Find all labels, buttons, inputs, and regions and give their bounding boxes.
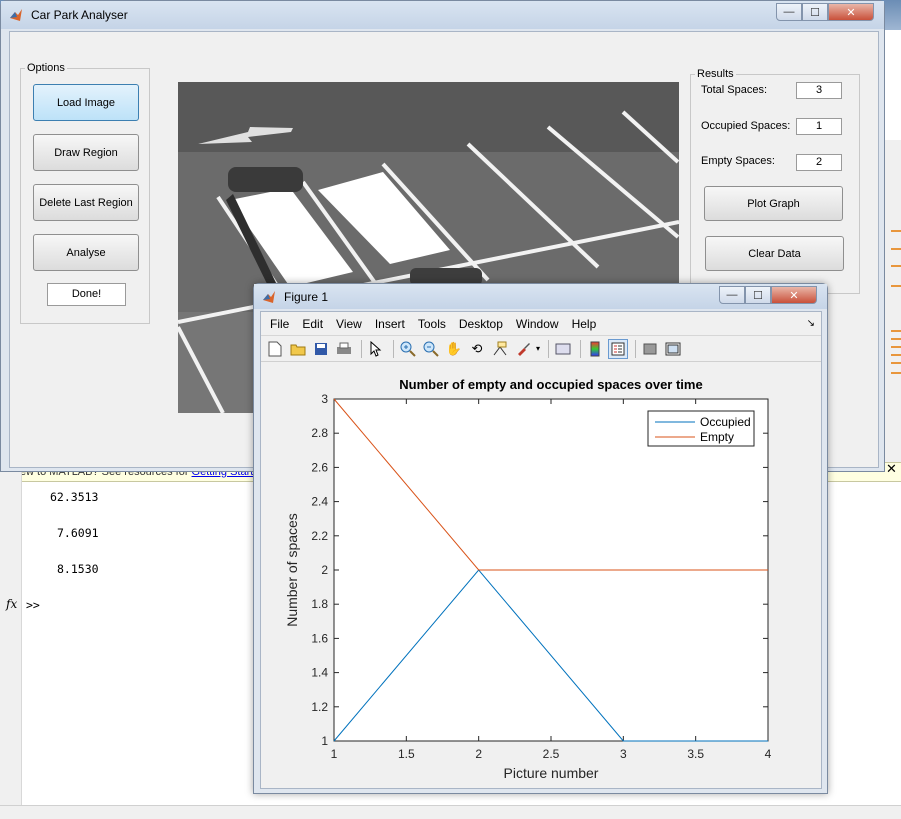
- empty-spaces-label: Empty Spaces:: [701, 155, 775, 167]
- rotate-icon[interactable]: ⟲: [471, 340, 483, 356]
- figure-minimize-button[interactable]: —: [719, 286, 745, 304]
- minimize-button[interactable]: —: [776, 3, 802, 21]
- pan-icon[interactable]: ✋: [445, 340, 463, 356]
- occupied-spaces-label: Occupied Spaces:: [701, 120, 791, 132]
- close-button[interactable]: ✕: [828, 3, 874, 21]
- pointer-icon[interactable]: [366, 339, 386, 359]
- menu-insert[interactable]: Insert: [374, 316, 405, 331]
- plot-graph-button[interactable]: Plot Graph: [704, 186, 843, 221]
- menu-desktop[interactable]: Desktop: [458, 316, 503, 331]
- analyse-button[interactable]: Analyse: [33, 234, 139, 271]
- colorbar-icon[interactable]: [585, 339, 605, 359]
- y-tick-label: 2: [321, 563, 328, 577]
- occupied-spaces-field: 1: [796, 118, 842, 135]
- menu-tools[interactable]: Tools: [417, 316, 446, 331]
- maximize-button[interactable]: ☐: [802, 3, 828, 21]
- hide-plot-tools-icon[interactable]: [640, 339, 660, 359]
- series-line-occupied: [333, 569, 768, 742]
- matlab-logo-icon: [10, 9, 22, 21]
- y-axis-label: Number of spaces: [284, 513, 300, 627]
- chart-title: Number of empty and occupied spaces over…: [399, 377, 702, 392]
- output-value: 62.3513: [50, 490, 99, 504]
- draw-region-button[interactable]: Draw Region: [33, 134, 139, 171]
- x-axis-label: Picture number: [504, 765, 599, 781]
- print-icon[interactable]: [334, 339, 354, 359]
- legend-icon[interactable]: [608, 338, 629, 359]
- y-tick-label: 1.8: [311, 597, 328, 611]
- results-legend: Results: [697, 68, 734, 80]
- new-figure-icon[interactable]: [265, 339, 285, 359]
- output-value: 7.6091: [57, 526, 99, 540]
- y-tick-label: 1.2: [311, 700, 328, 714]
- status-bar: [0, 805, 901, 819]
- load-image-button[interactable]: Load Image: [33, 84, 139, 121]
- zoom-out-icon[interactable]: [421, 339, 441, 359]
- y-tick-label: 1: [321, 734, 328, 748]
- x-tick-label: 3.5: [687, 747, 704, 761]
- function-browser-icon[interactable]: fx: [6, 597, 18, 611]
- figure-toolbar: ✋ ⟲ ▾: [261, 336, 821, 362]
- brush-dropdown-icon[interactable]: ▾: [536, 344, 541, 353]
- y-tick-label: 2.8: [311, 426, 328, 440]
- legend-label: Empty: [700, 430, 734, 444]
- total-spaces-field: 3: [796, 82, 842, 99]
- menu-view[interactable]: View: [336, 316, 362, 331]
- total-spaces-label: Total Spaces:: [701, 84, 768, 96]
- brush-icon[interactable]: [513, 339, 533, 359]
- figure-window: Figure 1 — ☐ ✕ File Edit View Insert Too…: [253, 283, 828, 794]
- figure-close-button[interactable]: ✕: [771, 286, 817, 304]
- y-tick-label: 3: [321, 392, 328, 406]
- x-tick-label: 2: [475, 747, 482, 761]
- legend-label: Occupied: [700, 415, 751, 429]
- menu-help[interactable]: Help: [571, 316, 597, 331]
- y-tick-label: 1.4: [311, 666, 328, 680]
- data-cursor-icon[interactable]: [490, 339, 510, 359]
- link-icon[interactable]: [553, 339, 573, 359]
- legend-box: [647, 410, 755, 447]
- y-tick-label: 2.4: [311, 495, 328, 509]
- x-tick-label: 4: [765, 747, 772, 761]
- x-tick-label: 1.5: [398, 747, 415, 761]
- options-panel: Options: [20, 62, 150, 324]
- y-tick-label: 1.6: [311, 631, 328, 645]
- dock-arrow-icon[interactable]: ↘: [806, 318, 815, 329]
- options-legend: Options: [27, 62, 65, 74]
- toolbar-separator: [635, 339, 637, 358]
- banner-close-icon[interactable]: ✕: [886, 461, 897, 476]
- x-tick-label: 3: [620, 747, 627, 761]
- matlab-logo-icon: [263, 290, 275, 303]
- command-prompt[interactable]: >>: [26, 598, 40, 612]
- y-tick-label: 2.2: [311, 529, 328, 543]
- zoom-in-icon[interactable]: [398, 339, 418, 359]
- toolbar-separator: [361, 339, 362, 358]
- clear-data-button[interactable]: Clear Data: [705, 236, 844, 271]
- toolbar-separator: [393, 339, 394, 358]
- x-tick-label: 1: [331, 747, 338, 761]
- figure-menubar: File Edit View Insert Tools Desktop Wind…: [261, 312, 821, 336]
- menu-file[interactable]: File: [270, 316, 290, 331]
- open-icon[interactable]: [288, 339, 308, 359]
- figure-client-area: File Edit View Insert Tools Desktop Wind…: [260, 311, 822, 789]
- y-tick-label: 2.6: [311, 460, 328, 474]
- figure-title: Figure 1: [284, 289, 329, 304]
- delete-last-region-button[interactable]: Delete Last Region: [33, 184, 139, 221]
- done-status-field: Done!: [47, 283, 126, 306]
- command-window-gutter: [0, 470, 22, 805]
- plot-area[interactable]: 1 1.2 1.4 1.6 1.8 2 2.2 2.4 2.6 2.8 3 1 1.5 2 2.5 3 3.5 4…: [261, 362, 821, 788]
- save-icon[interactable]: [311, 339, 331, 359]
- series-line-empty: [333, 398, 768, 571]
- toolbar-separator: [548, 339, 550, 358]
- output-value: 8.1530: [57, 562, 99, 576]
- menu-edit[interactable]: Edit: [302, 316, 324, 331]
- empty-spaces-field: 2: [796, 154, 842, 171]
- figure-maximize-button[interactable]: ☐: [745, 286, 771, 304]
- x-tick-label: 2.5: [543, 747, 560, 761]
- menu-window[interactable]: Window: [515, 316, 559, 331]
- title-bar[interactable]: Car Park Analyser: [1, 1, 884, 29]
- show-plot-tools-icon[interactable]: [663, 339, 683, 359]
- window-title: Car Park Analyser: [31, 8, 128, 22]
- toolbar-separator: [580, 339, 582, 358]
